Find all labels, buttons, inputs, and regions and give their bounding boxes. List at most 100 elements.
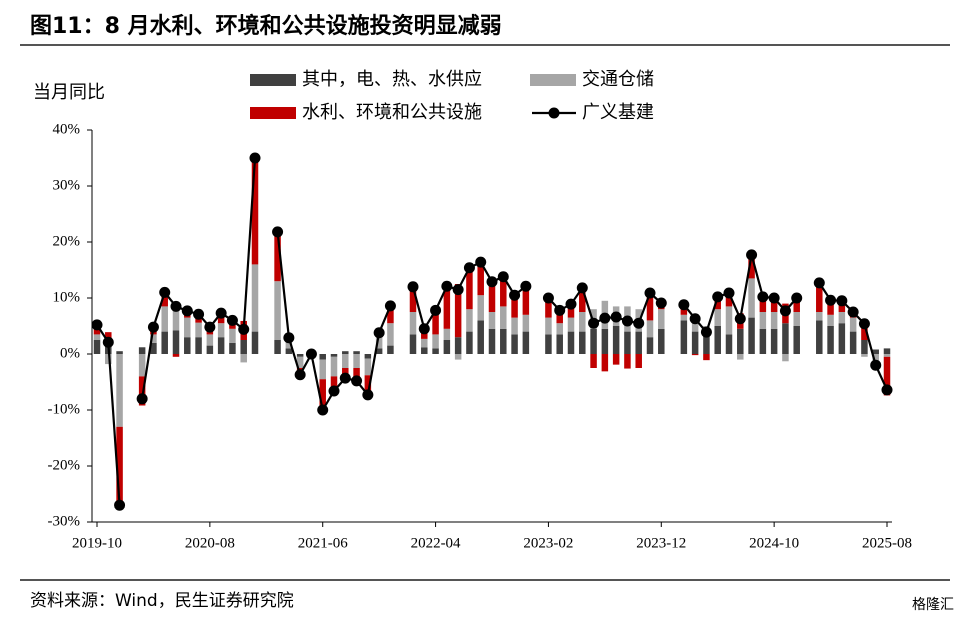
bar [770, 328, 778, 354]
bar [759, 312, 767, 329]
line-marker [475, 256, 487, 268]
bar [511, 317, 518, 335]
line-marker [283, 332, 295, 344]
line-marker [791, 292, 803, 304]
bar [545, 317, 552, 335]
bar [432, 348, 439, 354]
bar [443, 328, 451, 340]
bar [861, 354, 868, 357]
bar [421, 338, 428, 348]
bar [240, 354, 247, 363]
line-marker [599, 312, 611, 324]
line-marker [215, 307, 227, 319]
bar [646, 337, 654, 354]
bar [861, 320, 868, 340]
bar [545, 334, 552, 354]
bar [319, 359, 326, 380]
bar [285, 348, 293, 354]
bar [116, 354, 123, 427]
bar [138, 347, 146, 354]
bar [229, 342, 236, 354]
line-marker [678, 299, 690, 311]
bar [409, 312, 417, 335]
bar [793, 326, 800, 354]
bar [240, 340, 247, 354]
bar [285, 341, 293, 349]
x-tick-label: 2021-06 [298, 535, 348, 551]
legend-label: 其中，电、热、水供应 [302, 69, 482, 90]
bar [319, 354, 326, 360]
bar [827, 314, 834, 326]
bar [793, 298, 800, 312]
bar [364, 358, 372, 376]
bar [500, 328, 507, 354]
bar [116, 351, 123, 354]
line-marker [362, 389, 374, 401]
bar [658, 328, 665, 354]
bar [150, 334, 157, 343]
bar [872, 354, 879, 363]
bar [770, 298, 778, 312]
bar [477, 295, 484, 321]
y-tick-label: 0% [60, 345, 80, 361]
line-marker [272, 226, 284, 238]
y-tick-label: -30% [48, 513, 81, 529]
bar [601, 354, 609, 372]
bar [353, 354, 360, 368]
bar [703, 334, 710, 354]
bar [375, 348, 383, 354]
line-marker [542, 292, 554, 304]
bar [342, 351, 349, 354]
bar [116, 426, 123, 508]
line-marker [91, 319, 103, 331]
line-marker [588, 317, 600, 329]
bar [556, 334, 563, 354]
bar [488, 328, 496, 354]
bar [849, 331, 857, 354]
bar [274, 231, 281, 282]
bar [827, 326, 834, 354]
line-marker [159, 286, 171, 298]
bar [601, 328, 609, 354]
bar [330, 376, 338, 391]
line-marker [249, 152, 261, 164]
line-marker [723, 287, 735, 299]
bar [691, 317, 699, 332]
y-tick-label: 20% [53, 233, 81, 249]
bar [454, 284, 462, 338]
line-marker [430, 304, 442, 316]
bar [387, 323, 394, 346]
bar [161, 292, 168, 307]
bar [782, 323, 789, 354]
bar [500, 276, 507, 307]
bar [184, 317, 191, 338]
bar [748, 278, 755, 318]
bar [748, 317, 755, 354]
bar [590, 354, 597, 368]
bar [680, 320, 688, 354]
bar [646, 320, 654, 338]
bar [883, 348, 891, 354]
line-marker [565, 298, 577, 310]
bar [409, 334, 417, 354]
line-marker [170, 300, 182, 312]
bar [251, 331, 259, 354]
x-tick-label: 2025-08 [862, 535, 912, 551]
bar [353, 351, 360, 354]
bar [635, 354, 642, 368]
bar [782, 354, 789, 362]
line-marker [384, 300, 396, 312]
bar [737, 354, 744, 360]
bar [612, 326, 620, 354]
bar [184, 337, 191, 354]
bar [725, 334, 733, 354]
line-marker [226, 314, 238, 326]
y-tick-label: 30% [53, 177, 81, 193]
bar [364, 354, 372, 359]
bar [567, 331, 575, 354]
y-tick-label: -10% [48, 401, 81, 417]
bar [714, 326, 721, 354]
bar [432, 310, 439, 335]
bar [624, 331, 631, 354]
